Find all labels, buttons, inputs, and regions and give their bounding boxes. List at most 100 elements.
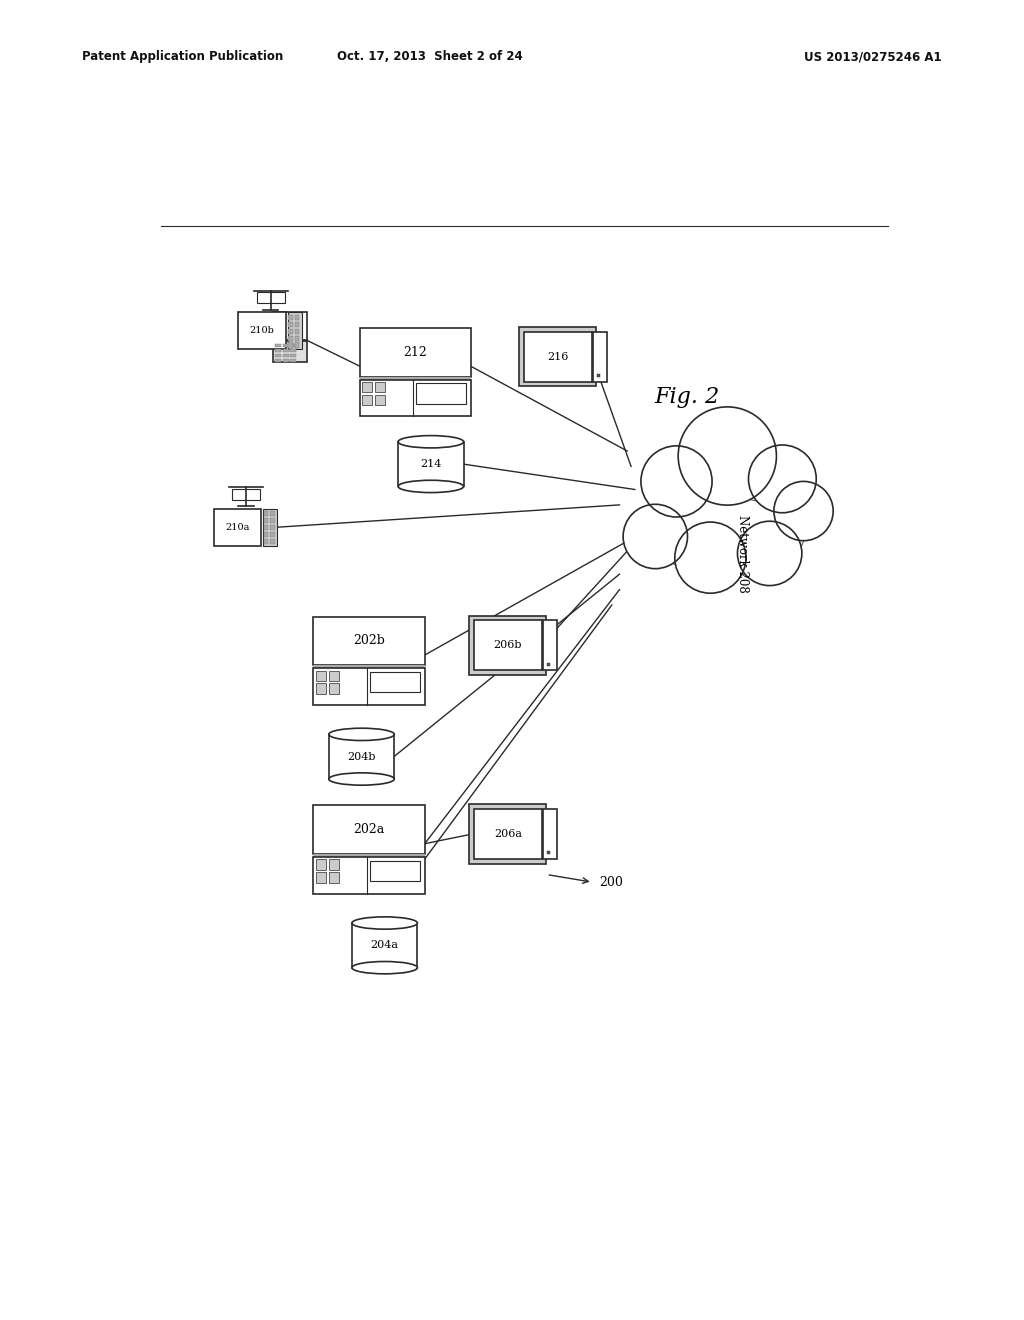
Bar	[593, 331, 607, 381]
Bar	[283, 354, 289, 358]
Bar	[264, 539, 268, 544]
Ellipse shape	[352, 961, 418, 974]
Text: Fig. 2: Fig. 2	[654, 385, 720, 408]
Bar	[272, 313, 307, 341]
Bar	[544, 620, 557, 671]
Bar	[417, 383, 466, 404]
Text: 210b: 210b	[250, 326, 274, 335]
Bar	[474, 620, 542, 671]
Bar	[313, 854, 425, 857]
Bar	[469, 804, 547, 863]
Bar	[264, 511, 268, 516]
Ellipse shape	[352, 917, 418, 929]
Bar	[544, 809, 557, 859]
Bar	[274, 348, 282, 352]
Bar	[288, 313, 301, 350]
Circle shape	[641, 446, 712, 517]
Bar	[283, 348, 289, 352]
Bar	[361, 395, 373, 405]
Bar	[474, 809, 542, 859]
Bar	[289, 335, 293, 341]
Text: Patent Application Publication: Patent Application Publication	[82, 50, 284, 63]
Text: Network 208: Network 208	[736, 515, 750, 593]
Bar	[313, 805, 425, 854]
Bar	[315, 873, 327, 883]
Text: 204b: 204b	[347, 751, 376, 762]
Bar	[291, 359, 297, 362]
Bar	[375, 395, 385, 405]
Bar	[264, 525, 268, 531]
Ellipse shape	[329, 729, 394, 741]
Bar	[359, 380, 471, 416]
Bar	[270, 525, 274, 531]
Text: 206a: 206a	[494, 829, 522, 840]
Bar	[283, 343, 289, 347]
Text: 210a: 210a	[225, 523, 250, 532]
Bar	[214, 508, 261, 545]
Bar	[313, 665, 425, 668]
Bar	[359, 376, 471, 380]
Bar	[270, 539, 274, 544]
Bar	[329, 734, 394, 779]
Text: 212: 212	[403, 346, 427, 359]
Bar	[232, 488, 260, 499]
Ellipse shape	[398, 480, 464, 492]
Bar	[329, 859, 339, 870]
Bar	[263, 508, 276, 545]
Bar	[295, 329, 299, 334]
Bar	[315, 671, 327, 681]
Bar	[361, 381, 373, 392]
Bar	[313, 616, 425, 665]
Bar	[469, 615, 547, 675]
Circle shape	[774, 482, 834, 541]
Bar	[264, 517, 268, 523]
Circle shape	[624, 504, 687, 569]
Text: 204a: 204a	[371, 940, 398, 950]
Text: 206b: 206b	[494, 640, 522, 651]
Bar	[315, 859, 327, 870]
Bar	[264, 532, 268, 537]
Bar	[519, 327, 596, 387]
Bar	[315, 684, 327, 694]
Text: 214: 214	[420, 459, 441, 469]
Bar	[547, 663, 550, 665]
Bar	[313, 668, 425, 705]
Bar	[295, 322, 299, 327]
Bar	[291, 354, 297, 358]
Bar	[329, 671, 339, 681]
Bar	[270, 532, 274, 537]
Bar	[295, 342, 299, 348]
Bar	[295, 335, 299, 341]
Bar	[313, 857, 425, 894]
Circle shape	[678, 407, 776, 506]
Bar	[370, 861, 420, 880]
Bar	[329, 873, 339, 883]
Bar	[597, 374, 600, 378]
Bar	[270, 517, 274, 523]
Bar	[289, 322, 293, 327]
Text: 216: 216	[547, 351, 568, 362]
Bar	[398, 442, 464, 486]
Bar	[524, 331, 592, 381]
Circle shape	[737, 521, 802, 586]
Bar	[257, 293, 285, 304]
Bar	[239, 313, 286, 350]
Text: 202a: 202a	[353, 824, 385, 836]
Bar	[274, 343, 282, 347]
Bar	[547, 851, 550, 854]
Bar	[375, 381, 385, 392]
Bar	[329, 684, 339, 694]
Bar	[289, 314, 293, 321]
Bar	[289, 342, 293, 348]
Ellipse shape	[398, 436, 464, 447]
Bar	[274, 354, 282, 358]
Circle shape	[675, 523, 745, 593]
Bar	[291, 343, 297, 347]
Bar	[274, 359, 282, 362]
Text: Oct. 17, 2013  Sheet 2 of 24: Oct. 17, 2013 Sheet 2 of 24	[337, 50, 523, 63]
Bar	[295, 314, 299, 321]
Bar	[272, 342, 307, 363]
Bar	[359, 327, 471, 376]
Text: 202b: 202b	[353, 635, 385, 647]
Bar	[289, 329, 293, 334]
